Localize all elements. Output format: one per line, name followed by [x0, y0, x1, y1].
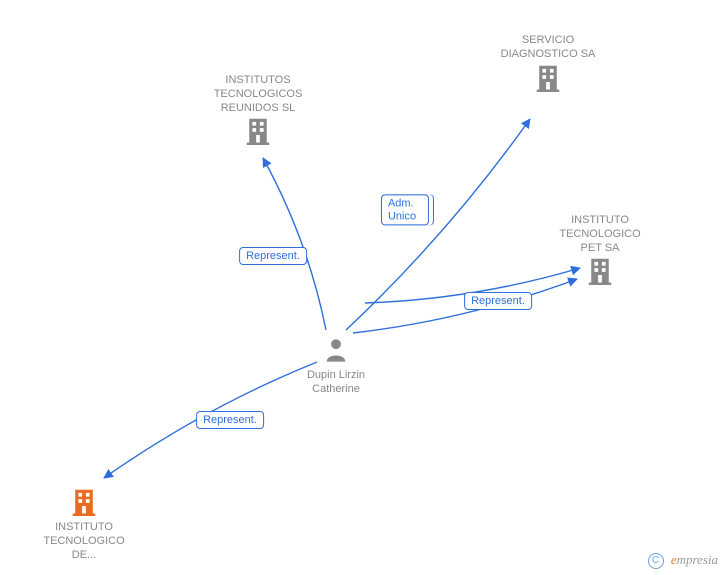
node-building[interactable]: INSTITUTOS TECNOLOGICOS REUNIDOS SL [203, 74, 313, 150]
building-icon [69, 486, 99, 516]
edge-line [263, 158, 326, 330]
node-building[interactable]: SERVICIO DIAGNOSTICO SA [493, 34, 603, 97]
node-label: INSTITUTOS TECNOLOGICOS REUNIDOS SL [203, 74, 313, 115]
edge-label: Represent. [196, 411, 264, 429]
node-label: SERVICIO DIAGNOSTICO SA [493, 34, 603, 62]
edge-label: Represent. [464, 292, 532, 310]
node-building[interactable]: INSTITUTO TECNOLOGICO DE... [29, 486, 139, 562]
node-building[interactable]: INSTITUTO TECNOLOGICO PET SA [545, 214, 655, 290]
node-label: INSTITUTO TECNOLOGICO PET SA [545, 214, 655, 255]
copyright-icon: C [648, 553, 664, 569]
edge-label: Adm. Unico [381, 194, 429, 225]
building-icon [585, 255, 615, 285]
watermark: C empresia [648, 552, 718, 569]
node-label: Dupin Lirzin Catherine [281, 369, 391, 397]
watermark-text: mpresia [677, 552, 718, 567]
node-person-center[interactable]: Dupin Lirzin Catherine [281, 336, 391, 397]
diagram-canvas: Dupin Lirzin Catherine INSTITUTOS TECNOLO… [0, 0, 728, 575]
node-label: INSTITUTO TECNOLOGICO DE... [29, 521, 139, 562]
building-icon [533, 62, 563, 92]
edge-label: Represent. [239, 247, 307, 265]
building-icon [243, 115, 273, 145]
person-icon [322, 336, 350, 364]
